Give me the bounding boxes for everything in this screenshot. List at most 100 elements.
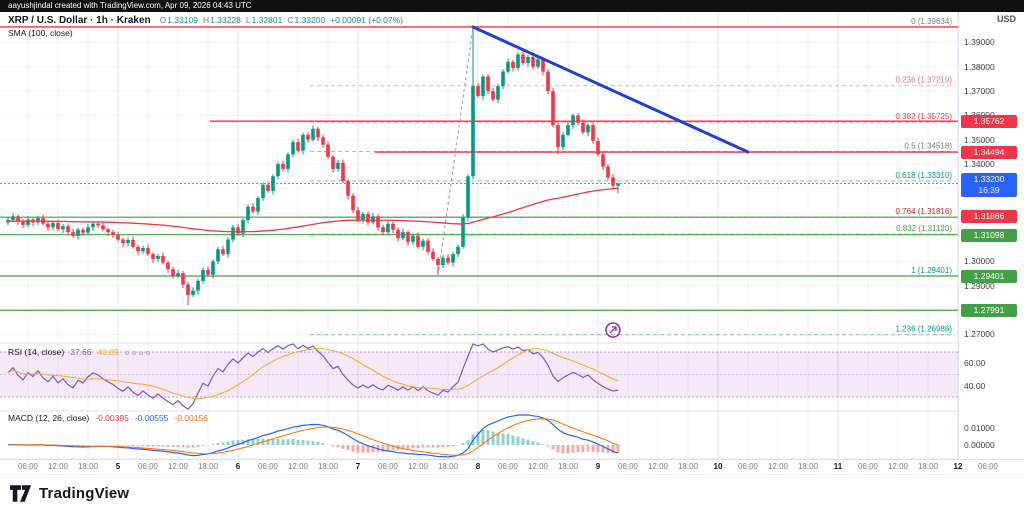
macd-legend[interactable]: MACD (12, 26, close) -0.00395 -0.00555 -0.0… — [8, 413, 214, 423]
candle-body — [531, 56, 535, 67]
legend-action-icons[interactable] — [124, 347, 153, 357]
currency-label[interactable]: USD — [996, 14, 1016, 24]
macd-histogram-bar — [486, 430, 490, 445]
action-dot-icon — [131, 350, 136, 355]
candle-body — [326, 144, 330, 157]
candle-body — [106, 229, 110, 233]
price-axis-label: 1.27000 — [964, 329, 995, 340]
candle-body — [551, 91, 555, 126]
ohlc-value: 1.33109 — [167, 15, 198, 25]
rsi-legend[interactable]: RSI (14, close) 37.66 40.89 — [8, 347, 153, 357]
price-axis[interactable]: USD 1.390001.380001.370001.360001.350001… — [958, 12, 1024, 459]
candle-body — [316, 128, 320, 138]
macd-histogram-bar — [411, 445, 415, 449]
time-axis-day-label: 12 — [953, 462, 963, 471]
fib-level-label: 0.236 (1.37219) — [896, 76, 953, 85]
price-badge: 1.33200 16:39 — [961, 172, 1017, 197]
macd-histogram-bar — [341, 445, 345, 449]
time-axis-label: 18:00 — [437, 462, 459, 471]
macd-histogram-bar — [496, 432, 500, 445]
ohlc-key: C — [287, 15, 294, 25]
candle-body — [581, 122, 585, 133]
footer-bar: TradingView — [0, 474, 1024, 512]
price-axis-label: 1.35000 — [964, 134, 995, 145]
fib-level-label: 0.764 (1.31816) — [896, 207, 953, 216]
rsi-values: 37.66 40.89 — [70, 347, 125, 357]
macd-histogram-bar — [596, 445, 600, 453]
macd-histogram-bar — [156, 445, 160, 447]
ohlc-value: 1.32801 — [251, 15, 283, 25]
candle-body — [546, 71, 550, 92]
ohlc-key: L — [245, 15, 251, 25]
macd-histogram-bar — [491, 431, 495, 445]
macd-histogram-bar — [561, 445, 565, 454]
action-dot-icon — [138, 350, 143, 355]
price-badge: 1.27991 — [961, 304, 1017, 318]
candle-body — [51, 222, 55, 228]
candle-body — [211, 261, 215, 275]
macd-histogram-bar — [281, 439, 285, 445]
macd-histogram-bar — [116, 445, 120, 446]
macd-histogram-bar — [121, 445, 125, 446]
time-axis-day-label: 8 — [475, 462, 481, 471]
candle-body — [101, 225, 105, 230]
time-axis-label: 18:00 — [557, 462, 579, 471]
time-axis-label: 06:00 — [377, 462, 399, 471]
macd-histogram-bar — [356, 445, 360, 453]
candle-body — [196, 280, 200, 291]
sma-legend[interactable]: SMA (100, close) — [8, 28, 73, 38]
tradingview-wordmark[interactable]: TradingView — [39, 485, 130, 502]
logo-shape-7 — [20, 485, 32, 502]
price-badge-value: 1.33200 — [973, 173, 1005, 184]
macd-histogram-bar — [601, 445, 605, 453]
candle-body — [571, 115, 575, 126]
rsi-ma-line — [7, 348, 619, 400]
time-axis-label: 18:00 — [317, 462, 339, 471]
time-axis-label: 12:00 — [767, 462, 789, 471]
price-badge: 1.34494 — [961, 146, 1017, 160]
price-badge-value: 1.34494 — [973, 147, 1005, 158]
price-axis-label: 1.37000 — [964, 86, 995, 97]
macd-histogram-bar — [131, 445, 135, 447]
price-badge: 1.31866 — [961, 209, 1017, 223]
candle-body — [231, 227, 235, 240]
candle-body — [136, 246, 140, 252]
macd-histogram-bar — [361, 445, 365, 453]
candle-body — [521, 54, 525, 64]
macd-axis-label: 0.01000 — [964, 423, 995, 433]
fib-level-label: 1 (1.29401) — [911, 266, 952, 275]
time-axis-day-label: 9 — [595, 462, 601, 471]
candle-body — [346, 181, 350, 196]
macd-histogram-bar — [136, 445, 140, 447]
macd-histogram-bar — [151, 445, 155, 447]
candle-body — [26, 219, 30, 225]
tradingview-logo-icon[interactable] — [10, 485, 32, 502]
macd-histogram-bar — [576, 445, 580, 453]
macd-histogram-bar — [161, 445, 165, 447]
macd-histogram-bar — [516, 436, 520, 445]
chart-canvas[interactable]: 0 (1.39634) 0.236 (1.37219) 0.382 (1.35725… — [0, 0, 958, 474]
indicator-value: 37.66 — [70, 347, 92, 357]
candle-body — [11, 216, 15, 221]
macd-histogram-bar — [371, 445, 375, 453]
macd-histogram-bar — [201, 445, 205, 446]
candle-body — [241, 220, 245, 234]
macd-histogram-bar — [406, 445, 410, 450]
candle-body — [306, 134, 310, 140]
macd-histogram-bar — [301, 439, 305, 445]
symbol-title[interactable]: XRP / U.S. Dollar · 1h · Kraken — [8, 15, 151, 26]
attribution-text: aayushjindal created with TradingView.co… — [8, 1, 252, 10]
price-axis-label: 1.38000 — [964, 61, 995, 72]
candle-body — [561, 134, 565, 148]
candle-body — [166, 262, 170, 270]
rsi-axis-label: 40.00 — [964, 380, 986, 391]
sma-line — [7, 187, 619, 233]
time-axis[interactable]: 06:00 12:00 18:00 5 06:00 12:00 18:00 6 06:00 12:… — [0, 459, 1024, 474]
macd-signal-line — [7, 418, 619, 456]
candle-body — [601, 154, 605, 167]
macd-histogram-bar — [476, 431, 480, 445]
candle-body — [341, 162, 345, 182]
price-badge-value: 1.31098 — [973, 229, 1005, 240]
macd-histogram-bar — [296, 439, 300, 445]
macd-histogram-bar — [256, 439, 260, 445]
